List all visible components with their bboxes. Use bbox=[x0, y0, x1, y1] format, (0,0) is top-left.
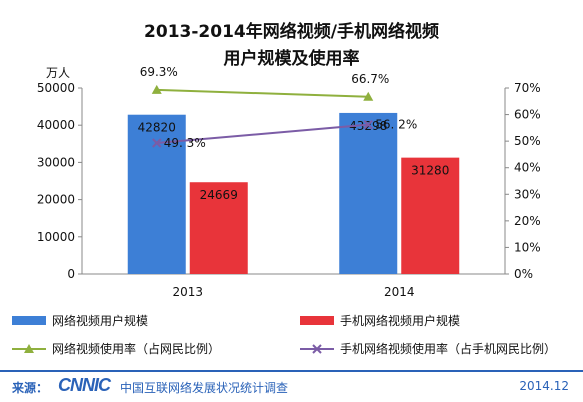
legend-item-mobile-video-users: 手机网络视频用户规模 bbox=[300, 312, 460, 329]
chart-title-line2: 用户规模及使用率 bbox=[223, 49, 360, 69]
legend-label-mobile-video-users: 手机网络视频用户规模 bbox=[340, 314, 461, 328]
right-tick-label: 50% bbox=[514, 134, 541, 148]
right-tick-label: 70% bbox=[514, 81, 541, 95]
report-date: 2014.12 bbox=[519, 379, 569, 393]
series-line bbox=[156, 88, 369, 98]
bar bbox=[339, 112, 398, 274]
legend-item-internet-video-rate: 网络视频使用率（占网民比例） bbox=[12, 340, 220, 357]
legend-swatch-mobile-video-rate bbox=[300, 343, 334, 354]
left-tick-label: 40000 bbox=[37, 118, 75, 132]
right-tick-label: 20% bbox=[514, 214, 541, 228]
series-line bbox=[156, 123, 369, 144]
right-tick-label: 40% bbox=[514, 161, 541, 175]
x-tick-label: 2013 bbox=[172, 285, 203, 299]
bar-value-label: 31280 bbox=[411, 164, 449, 178]
cnnic-logo: CNNIC bbox=[58, 375, 111, 395]
bar-value-label: 24669 bbox=[200, 188, 238, 202]
right-tick-label: 10% bbox=[514, 240, 541, 254]
left-tick-label: 10000 bbox=[37, 230, 75, 244]
legend-label-mobile-video-rate: 手机网络视频使用率（占手机网民比例） bbox=[340, 342, 557, 356]
survey-name: 中国互联网络发展状况统计调查 bbox=[120, 381, 289, 395]
right-tick-label: 30% bbox=[514, 187, 541, 201]
line-point bbox=[363, 119, 373, 130]
line-point bbox=[152, 138, 162, 148]
line-value-label: 49. 3% bbox=[164, 136, 206, 150]
chart-canvas: 0 10000 20000 30000 40000 50000 0% 10% 20% 30% 40%… bbox=[37, 65, 541, 299]
left-tick-label: 0 bbox=[67, 267, 75, 281]
line-value-label: 56. 2% bbox=[375, 118, 417, 132]
left-tick-label: 30000 bbox=[37, 155, 75, 169]
legend-label-internet-video-rate: 网络视频使用率（占网民比例） bbox=[52, 342, 221, 356]
bar bbox=[401, 157, 460, 274]
y-axis-unit: 万人 bbox=[46, 66, 71, 80]
legend-label-internet-video-users: 网络视频用户规模 bbox=[52, 314, 149, 328]
legend-swatch-internet-video-users bbox=[12, 316, 46, 325]
x-tick-label: 2014 bbox=[384, 285, 415, 299]
left-tick-label: 20000 bbox=[37, 193, 75, 207]
legend-swatch-internet-video-rate bbox=[12, 343, 46, 353]
right-tick-label: 0% bbox=[514, 267, 533, 281]
source-label: 来源： bbox=[12, 381, 49, 395]
line-value-label: 66.7% bbox=[351, 72, 389, 86]
chart-title-line1: 2013-2014年网络视频/手机网络视频 bbox=[144, 22, 439, 42]
footer-rule bbox=[0, 370, 583, 372]
line-value-label: 69.3% bbox=[140, 65, 178, 79]
footer-bar: 来源： CNNIC 中国互联网络发展状况统计调查 2014.12 bbox=[0, 370, 583, 402]
left-tick-label: 50000 bbox=[37, 81, 75, 95]
legend-swatch-mobile-video-users bbox=[300, 316, 334, 325]
bar bbox=[189, 182, 248, 274]
line-point bbox=[151, 84, 162, 94]
legend-item-mobile-video-rate: 手机网络视频使用率（占手机网民比例） bbox=[300, 340, 556, 357]
right-tick-label: 60% bbox=[514, 108, 541, 122]
line-point bbox=[363, 91, 374, 101]
bar-value-label: 42820 bbox=[138, 121, 176, 135]
legend-item-internet-video-users: 网络视频用户规模 bbox=[12, 312, 148, 329]
